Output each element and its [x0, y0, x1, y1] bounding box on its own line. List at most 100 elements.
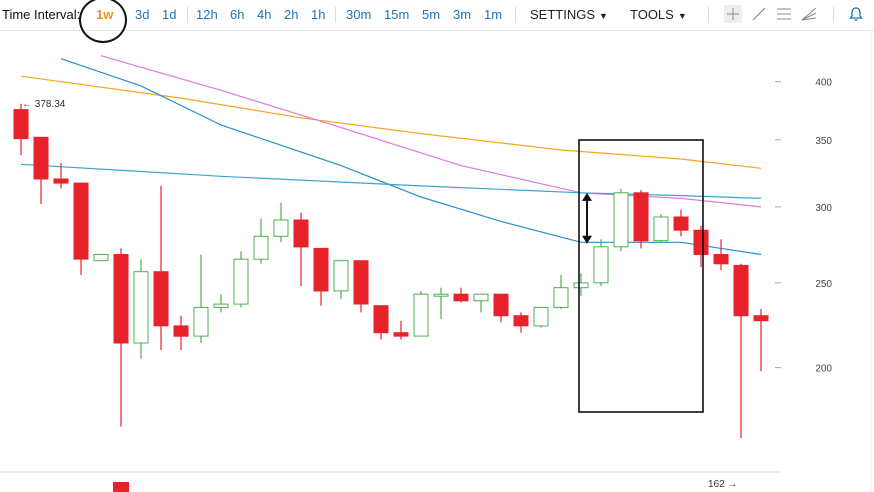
interval-3d[interactable]: 3d	[135, 7, 150, 22]
annotations: ← 378.34 162 →	[22, 99, 737, 490]
candle-body	[173, 325, 189, 337]
crosshair-icon[interactable]	[724, 5, 742, 23]
candlestick-chart: 200 250 300 350 400 ← 378.34 162 →	[0, 31, 872, 492]
moving-average-line-3	[20, 163, 762, 199]
candle	[693, 225, 709, 267]
caret-down-icon: ▼	[677, 11, 687, 21]
interval-30m[interactable]: 30m	[346, 7, 372, 22]
line-draw-icon[interactable]	[750, 5, 768, 23]
y-tick-label: 400	[815, 78, 832, 89]
candle	[513, 312, 529, 333]
candles	[13, 103, 769, 492]
highlight-box	[578, 139, 704, 413]
y-axis: 200 250 300 350 400	[775, 78, 832, 375]
candle-body	[73, 182, 89, 260]
candle	[193, 254, 209, 343]
candle	[93, 254, 109, 262]
fan-lines-icon[interactable]	[800, 5, 818, 23]
candle-body	[253, 235, 269, 260]
candle-body	[713, 254, 729, 265]
candle	[293, 212, 309, 287]
candle	[273, 202, 289, 243]
candle-body	[433, 293, 449, 297]
candle-body	[633, 192, 649, 242]
candle-body	[613, 192, 629, 248]
candle	[593, 239, 609, 287]
candle-body	[493, 293, 509, 317]
candle	[393, 320, 409, 340]
interval-15m[interactable]: 15m	[384, 7, 410, 22]
candle-body	[193, 306, 209, 337]
candle	[473, 293, 489, 313]
moving-averages	[20, 55, 762, 256]
candle-body	[673, 216, 689, 231]
candle-body	[33, 136, 49, 180]
moving-average-line-0	[20, 75, 762, 169]
candle	[153, 185, 169, 350]
candle-body	[393, 332, 409, 337]
separator	[187, 7, 188, 23]
moving-average-line-1	[100, 55, 762, 208]
settings-menu[interactable]: SETTINGS ▼	[530, 7, 608, 22]
candle-body	[553, 287, 569, 308]
toolbar: Time Interval: 1w 3d 1d 12h 6h 4h 2h 1h …	[0, 0, 874, 43]
candle-body	[373, 305, 389, 334]
horizontal-lines-icon[interactable]	[775, 5, 793, 23]
candle	[493, 293, 509, 323]
interval-1d[interactable]: 1d	[162, 7, 177, 22]
candle	[213, 294, 229, 313]
interval-12h[interactable]: 12h	[196, 7, 218, 22]
tools-menu[interactable]: TOOLS ▼	[630, 7, 687, 22]
separator	[833, 7, 834, 23]
interval-5m[interactable]: 5m	[422, 7, 441, 22]
y-tick-label: 350	[815, 136, 832, 147]
candle	[333, 260, 349, 300]
separator	[515, 7, 516, 23]
candle-body	[593, 246, 609, 284]
candle-body	[533, 306, 549, 327]
candle-body	[573, 282, 589, 289]
moving-average-line-2	[60, 58, 762, 256]
candle	[633, 190, 649, 249]
interval-6h[interactable]: 6h	[230, 7, 245, 22]
candle-body	[333, 260, 349, 292]
interval-3m[interactable]: 3m	[453, 7, 472, 22]
candle	[413, 291, 429, 337]
candle-body	[233, 258, 249, 305]
bell-icon[interactable]	[847, 5, 865, 23]
candle	[173, 315, 189, 350]
candle-body	[213, 303, 229, 308]
separator	[708, 7, 709, 23]
high-price-label: ← 378.34	[22, 99, 66, 110]
interval-2h[interactable]: 2h	[284, 7, 299, 22]
candle	[253, 218, 269, 264]
settings-label: SETTINGS	[530, 7, 596, 22]
candle	[13, 103, 29, 156]
arrow-head-up	[582, 192, 592, 201]
y-tick-label: 250	[815, 279, 832, 290]
candle	[313, 247, 329, 306]
candle-body	[53, 178, 69, 184]
candle	[433, 287, 449, 320]
low-price-label: 162 →	[708, 479, 737, 490]
candle	[713, 239, 729, 271]
interval-4h[interactable]: 4h	[257, 7, 272, 22]
candle	[53, 163, 69, 189]
candle	[733, 263, 749, 438]
candle-body	[153, 271, 169, 327]
caret-down-icon: ▼	[599, 11, 608, 21]
y-tick-label: 200	[815, 364, 832, 375]
candle	[613, 188, 629, 252]
y-tick-label: 300	[815, 203, 832, 214]
arrow-head-down	[582, 235, 592, 244]
candle-body	[453, 293, 469, 302]
interval-1m[interactable]: 1m	[484, 7, 503, 22]
highlight-circle	[79, 0, 127, 43]
candle	[533, 306, 549, 328]
candle-body	[353, 260, 369, 305]
separator	[335, 7, 336, 23]
candle	[673, 209, 689, 237]
candle	[73, 182, 89, 275]
interval-1h[interactable]: 1h	[311, 7, 326, 22]
candle-body	[113, 254, 129, 344]
